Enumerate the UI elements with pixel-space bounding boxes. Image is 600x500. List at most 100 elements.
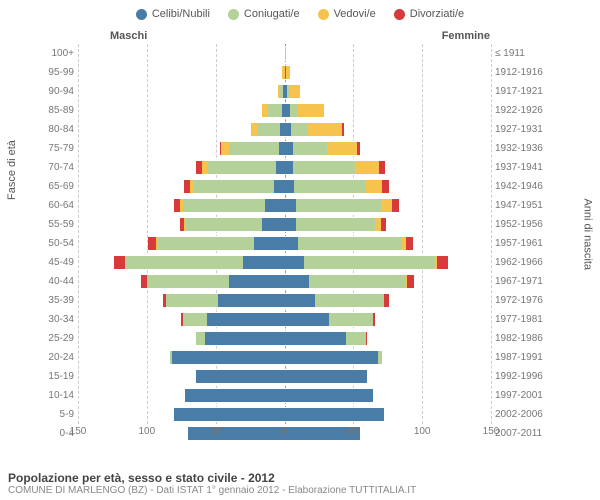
age-label: 35-39 bbox=[42, 295, 78, 306]
male-bars bbox=[78, 160, 285, 175]
male-bars bbox=[78, 293, 285, 308]
bar-seg-c bbox=[268, 103, 282, 118]
bar-seg-v bbox=[289, 84, 300, 99]
age-label: 85-89 bbox=[42, 105, 78, 116]
x-tick: 50 bbox=[210, 426, 221, 437]
birth-label: 1977-1981 bbox=[491, 314, 545, 325]
bar-seg-c bbox=[158, 236, 254, 251]
bar-seg-s bbox=[285, 217, 296, 232]
birth-label: 1947-1951 bbox=[491, 200, 545, 211]
bar-seg-s bbox=[262, 217, 284, 232]
bar-seg-c bbox=[183, 198, 266, 213]
bar-seg-d bbox=[381, 217, 387, 232]
birth-label: 1987-1991 bbox=[491, 352, 545, 363]
birth-label: 1942-1946 bbox=[491, 181, 545, 192]
bar-seg-s bbox=[285, 312, 329, 327]
age-row: 30-34 1977-1981 bbox=[42, 310, 545, 329]
male-bars bbox=[78, 274, 285, 289]
x-tick: 0 bbox=[282, 426, 288, 437]
birth-label: 1937-1941 bbox=[491, 162, 545, 173]
bar-seg-c bbox=[183, 312, 208, 327]
birth-label: 1972-1976 bbox=[491, 295, 545, 306]
age-row: 65-69 1942-1946 bbox=[42, 177, 545, 196]
bar-seg-s bbox=[285, 388, 373, 403]
y-axis-label-right: Anni di nascita bbox=[582, 198, 594, 270]
bar-seg-s bbox=[285, 274, 310, 289]
bar-seg-s bbox=[274, 179, 285, 194]
female-bars bbox=[285, 103, 492, 118]
bar-seg-s bbox=[205, 331, 285, 346]
age-row: 95-99 1912-1916 bbox=[42, 63, 545, 82]
age-label: 60-64 bbox=[42, 200, 78, 211]
bar-seg-c bbox=[304, 255, 435, 270]
legend-item: Coniugati/e bbox=[228, 8, 300, 20]
birth-label: 1922-1926 bbox=[491, 105, 545, 116]
legend-label: Celibi/Nubili bbox=[152, 8, 210, 20]
bar-seg-s bbox=[196, 369, 284, 384]
age-label: 100+ bbox=[42, 48, 78, 59]
chart-subtitle: COMUNE DI MARLENGO (BZ) - Dati ISTAT 1° … bbox=[8, 485, 416, 496]
bar-seg-d bbox=[379, 160, 385, 175]
bar-seg-s bbox=[285, 293, 315, 308]
male-bars bbox=[78, 407, 285, 422]
female-bars bbox=[285, 312, 492, 327]
bar-seg-s bbox=[285, 122, 292, 137]
age-row: 25-29 1982-1986 bbox=[42, 329, 545, 348]
male-bars bbox=[78, 84, 285, 99]
female-bars bbox=[285, 255, 492, 270]
male-bars bbox=[78, 369, 285, 384]
x-tick: 150 bbox=[483, 426, 500, 437]
birth-label: 1982-1986 bbox=[491, 333, 545, 344]
bar-seg-v bbox=[251, 122, 258, 137]
bar-seg-s bbox=[265, 198, 284, 213]
birth-label: 1962-1966 bbox=[491, 257, 545, 268]
bar-seg-s bbox=[218, 293, 284, 308]
age-row: 85-89 1922-1926 bbox=[42, 101, 545, 120]
bar-seg-c bbox=[229, 141, 279, 156]
legend-item: Celibi/Nubili bbox=[136, 8, 210, 20]
birth-label: ≤ 1911 bbox=[491, 48, 545, 59]
population-pyramid: 100+ ≤ 1911 95-99 1912-1916 90-94 1917-1… bbox=[42, 44, 545, 444]
bar-seg-s bbox=[285, 369, 368, 384]
age-row: 50-54 1957-1961 bbox=[42, 234, 545, 253]
female-bars bbox=[285, 122, 492, 137]
bar-seg-c bbox=[126, 255, 243, 270]
age-label: 50-54 bbox=[42, 238, 78, 249]
bar-seg-c bbox=[378, 350, 382, 365]
male-bars bbox=[78, 122, 285, 137]
age-label: 15-19 bbox=[42, 371, 78, 382]
age-row: 35-39 1972-1976 bbox=[42, 291, 545, 310]
bar-seg-s bbox=[185, 388, 284, 403]
bar-seg-c bbox=[309, 274, 405, 289]
bar-seg-v bbox=[355, 160, 380, 175]
female-bars bbox=[285, 388, 492, 403]
female-bars bbox=[285, 274, 492, 289]
female-bars bbox=[285, 84, 492, 99]
male-bars bbox=[78, 46, 285, 61]
birth-label: 1932-1936 bbox=[491, 143, 545, 154]
age-label: 20-24 bbox=[42, 352, 78, 363]
male-bars bbox=[78, 312, 285, 327]
female-bars bbox=[285, 369, 492, 384]
age-row: 10-14 1997-2001 bbox=[42, 386, 545, 405]
bar-seg-c bbox=[207, 160, 276, 175]
age-label: 5-9 bbox=[42, 409, 78, 420]
legend-swatch bbox=[318, 9, 329, 20]
age-row: 80-84 1927-1931 bbox=[42, 120, 545, 139]
x-tick: 100 bbox=[414, 426, 431, 437]
bar-seg-s bbox=[207, 312, 284, 327]
bar-seg-c bbox=[315, 293, 384, 308]
bar-seg-c bbox=[293, 141, 327, 156]
bar-seg-d bbox=[437, 255, 448, 270]
header-male: Maschi bbox=[110, 30, 147, 42]
bar-seg-c bbox=[290, 103, 297, 118]
female-bars bbox=[285, 179, 492, 194]
age-row: 70-74 1937-1941 bbox=[42, 158, 545, 177]
age-row: 90-94 1917-1921 bbox=[42, 82, 545, 101]
age-label: 90-94 bbox=[42, 86, 78, 97]
bar-seg-s bbox=[254, 236, 284, 251]
male-bars bbox=[78, 255, 285, 270]
chart-footer: Popolazione per età, sesso e stato civil… bbox=[8, 471, 416, 496]
age-row: 40-44 1967-1971 bbox=[42, 272, 545, 291]
bar-seg-d bbox=[382, 179, 389, 194]
